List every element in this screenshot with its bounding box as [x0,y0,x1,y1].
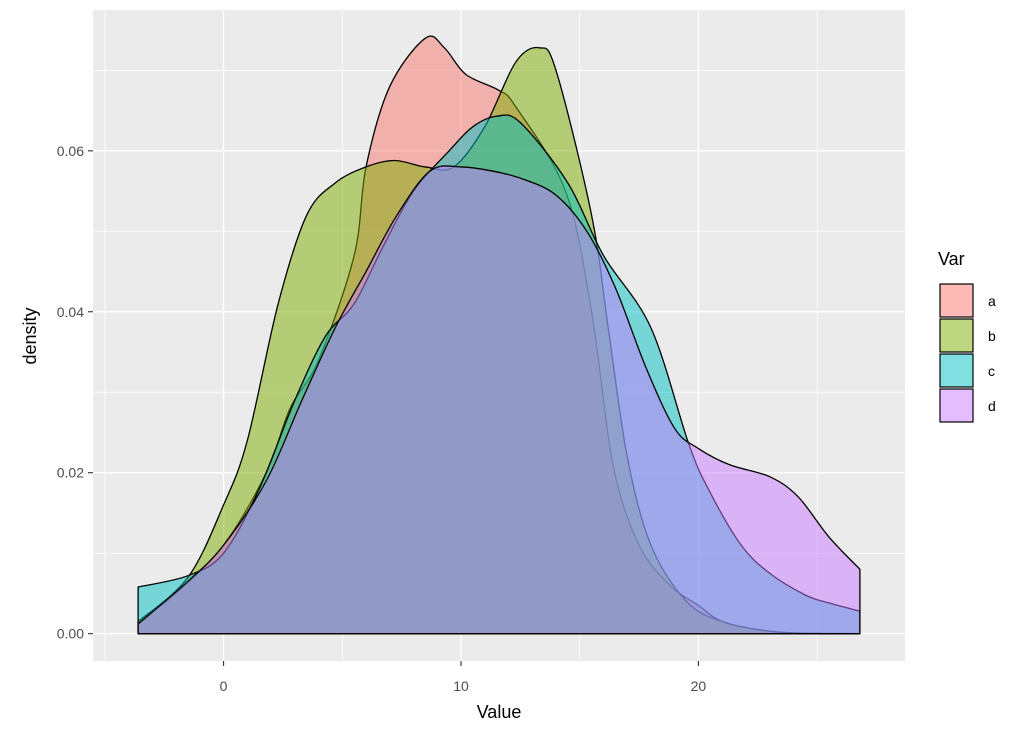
legend-title: Var [938,249,965,269]
legend-key-b [939,318,974,353]
x-axis-title: Value [477,702,522,722]
x-tick-label: 0 [220,678,228,694]
legend-label-d: d [988,398,996,414]
legend-key-a [939,283,974,318]
density-area-d [137,165,861,635]
y-tick-label: 0.02 [57,465,84,481]
axes: 0 10 20 0.00 0.02 0.04 0.06 [57,143,707,694]
legend: Var a b c d [938,249,996,423]
y-tick-label: 0.04 [57,304,84,320]
y-axis-title: density [20,307,40,364]
density-areas [137,35,861,635]
legend-key-d [939,388,974,423]
legend-key-c [939,353,974,388]
x-tick-label: 20 [691,678,707,694]
legend-label-c: c [988,363,995,379]
x-tick-label: 10 [453,678,469,694]
legend-label-b: b [988,328,996,344]
legend-label-a: a [988,293,996,309]
y-tick-label: 0.06 [57,143,84,159]
y-tick-label: 0.00 [57,626,84,642]
